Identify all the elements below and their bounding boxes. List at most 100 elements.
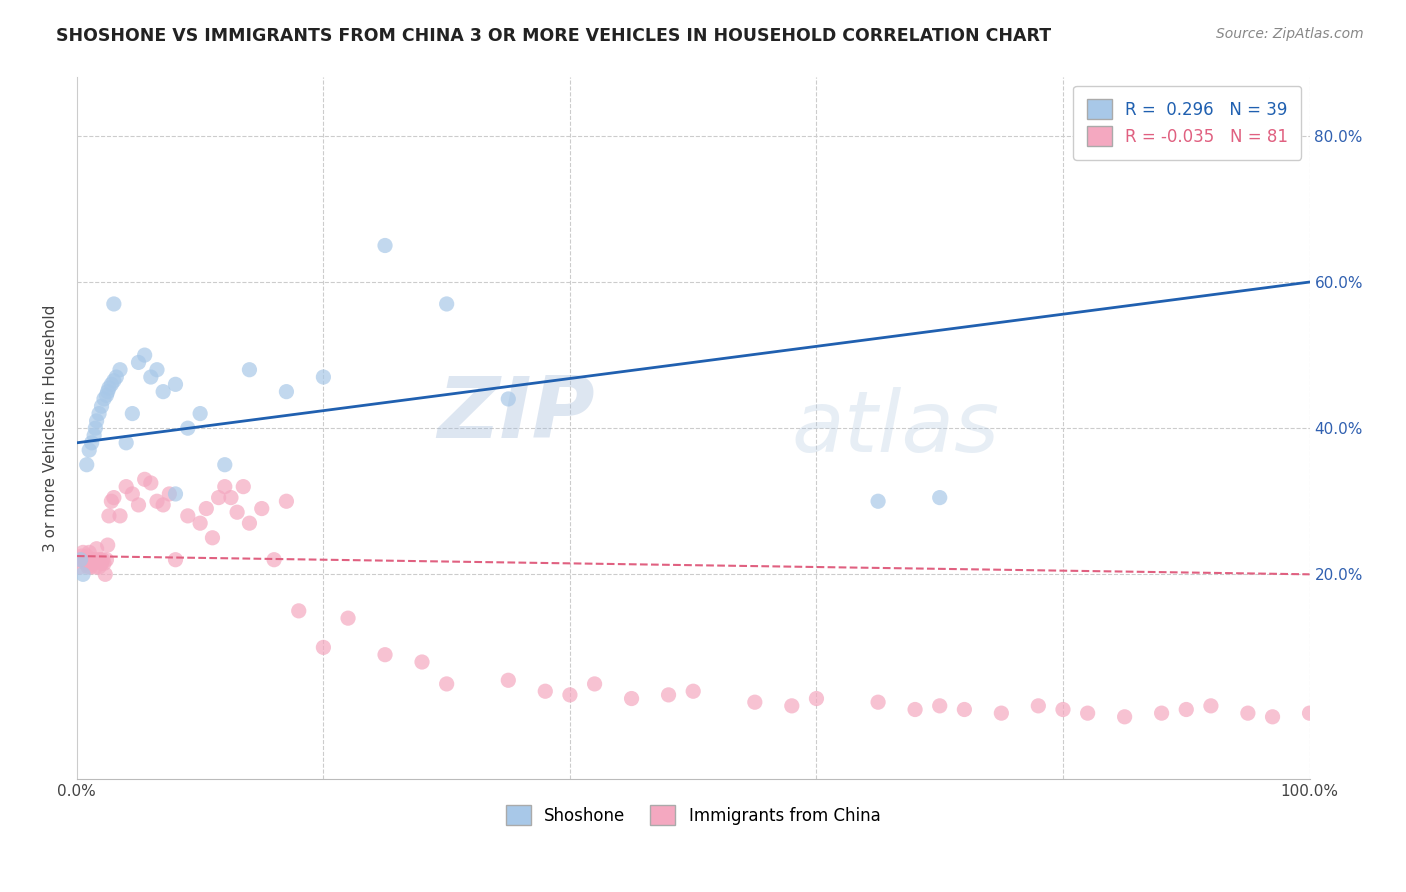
Point bbox=[263, 552, 285, 566]
Point bbox=[77, 545, 100, 559]
Point bbox=[682, 684, 704, 698]
Point bbox=[534, 684, 557, 698]
Point bbox=[276, 384, 298, 399]
Point bbox=[73, 552, 96, 566]
Point bbox=[146, 362, 169, 376]
Point bbox=[1114, 710, 1136, 724]
Point bbox=[337, 611, 360, 625]
Point bbox=[86, 414, 108, 428]
Point bbox=[498, 673, 520, 688]
Point bbox=[100, 377, 122, 392]
Point bbox=[583, 677, 606, 691]
Point bbox=[93, 392, 115, 406]
Point bbox=[76, 458, 98, 472]
Point bbox=[188, 516, 211, 531]
Point bbox=[89, 552, 111, 566]
Point bbox=[76, 549, 98, 563]
Point bbox=[80, 435, 103, 450]
Point bbox=[83, 428, 105, 442]
Point bbox=[100, 494, 122, 508]
Point bbox=[226, 505, 249, 519]
Point bbox=[84, 560, 107, 574]
Point bbox=[780, 698, 803, 713]
Point bbox=[1199, 698, 1222, 713]
Point bbox=[374, 238, 396, 252]
Text: atlas: atlas bbox=[792, 386, 1000, 470]
Point bbox=[165, 377, 187, 392]
Point bbox=[806, 691, 828, 706]
Point bbox=[84, 421, 107, 435]
Point bbox=[287, 604, 309, 618]
Point bbox=[657, 688, 679, 702]
Point bbox=[1175, 702, 1198, 716]
Point bbox=[207, 491, 229, 505]
Point bbox=[411, 655, 433, 669]
Point bbox=[80, 552, 103, 566]
Point bbox=[97, 381, 120, 395]
Point bbox=[219, 491, 242, 505]
Point bbox=[128, 355, 150, 369]
Point bbox=[90, 557, 112, 571]
Point bbox=[82, 557, 104, 571]
Point bbox=[1052, 702, 1074, 716]
Point bbox=[928, 698, 950, 713]
Point bbox=[72, 567, 94, 582]
Text: SHOSHONE VS IMMIGRANTS FROM CHINA 3 OR MORE VEHICLES IN HOUSEHOLD CORRELATION CH: SHOSHONE VS IMMIGRANTS FROM CHINA 3 OR M… bbox=[56, 27, 1052, 45]
Point bbox=[928, 491, 950, 505]
Point bbox=[108, 508, 131, 523]
Point bbox=[96, 552, 118, 566]
Point bbox=[69, 560, 91, 574]
Point bbox=[201, 531, 224, 545]
Point bbox=[77, 443, 100, 458]
Point bbox=[67, 552, 90, 566]
Point bbox=[79, 560, 101, 574]
Point bbox=[990, 706, 1012, 721]
Point bbox=[108, 362, 131, 376]
Point bbox=[87, 552, 110, 566]
Point bbox=[69, 552, 91, 566]
Point bbox=[436, 677, 458, 691]
Point bbox=[1077, 706, 1099, 721]
Point bbox=[128, 498, 150, 512]
Point bbox=[134, 348, 156, 362]
Point bbox=[177, 421, 200, 435]
Point bbox=[87, 560, 110, 574]
Point bbox=[868, 695, 890, 709]
Point bbox=[103, 374, 125, 388]
Point bbox=[97, 538, 120, 552]
Point bbox=[436, 297, 458, 311]
Point bbox=[94, 567, 117, 582]
Point bbox=[177, 508, 200, 523]
Point bbox=[904, 702, 927, 716]
Point bbox=[1150, 706, 1173, 721]
Point bbox=[87, 407, 110, 421]
Point bbox=[1028, 698, 1050, 713]
Point bbox=[115, 480, 138, 494]
Point bbox=[103, 297, 125, 311]
Point bbox=[188, 407, 211, 421]
Point bbox=[152, 384, 174, 399]
Point bbox=[134, 472, 156, 486]
Point bbox=[276, 494, 298, 508]
Point bbox=[96, 388, 118, 402]
Point bbox=[1237, 706, 1260, 721]
Point bbox=[105, 370, 128, 384]
Point bbox=[558, 688, 581, 702]
Point bbox=[139, 475, 162, 490]
Point bbox=[165, 552, 187, 566]
Point bbox=[146, 494, 169, 508]
Point bbox=[165, 487, 187, 501]
Point bbox=[744, 695, 766, 709]
Point bbox=[620, 691, 643, 706]
Point bbox=[72, 545, 94, 559]
Point bbox=[86, 541, 108, 556]
Point bbox=[93, 557, 115, 571]
Y-axis label: 3 or more Vehicles in Household: 3 or more Vehicles in Household bbox=[44, 304, 58, 552]
Point bbox=[953, 702, 976, 716]
Point bbox=[152, 498, 174, 512]
Point bbox=[374, 648, 396, 662]
Point bbox=[868, 494, 890, 508]
Point bbox=[139, 370, 162, 384]
Point bbox=[312, 640, 335, 655]
Point bbox=[498, 392, 520, 406]
